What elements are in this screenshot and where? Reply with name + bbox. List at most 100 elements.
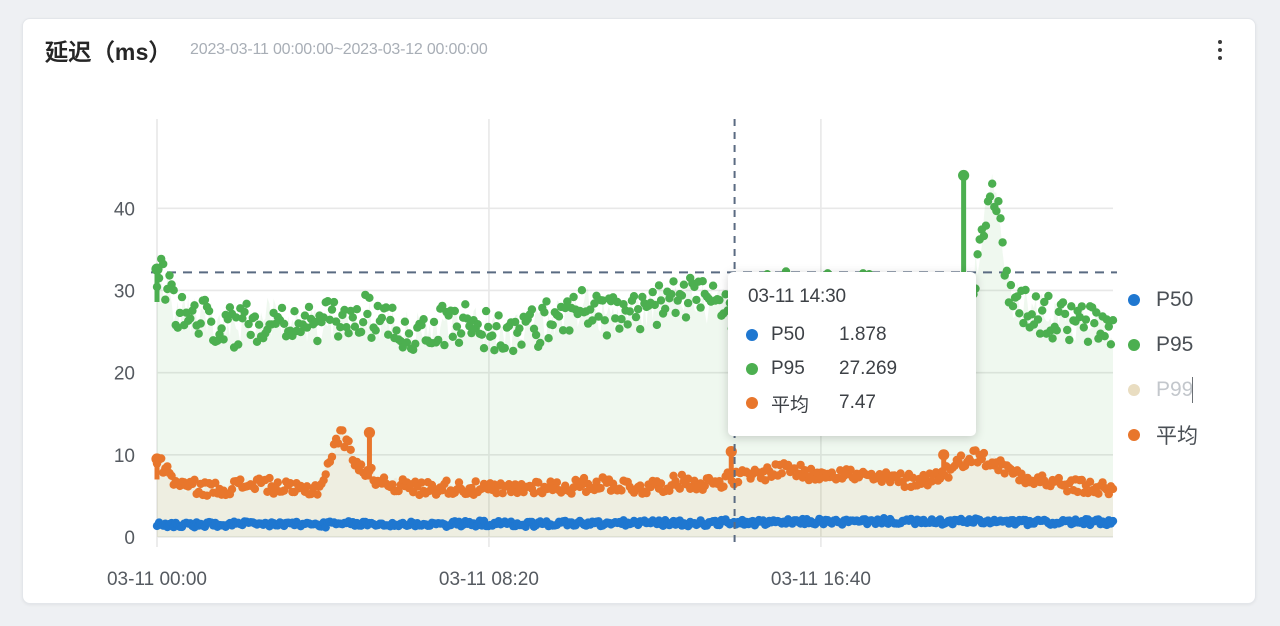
data-point [313,490,322,499]
data-point [334,439,343,448]
data-point [175,308,185,318]
data-point [988,179,997,188]
data-point [211,478,220,487]
data-point [1006,280,1016,290]
data-point [631,312,641,322]
data-point [677,470,687,480]
data-point [1094,489,1103,498]
legend-item-P50[interactable]: P50 [1128,277,1248,322]
data-point [967,457,976,467]
data-point [236,475,245,484]
data-point [652,320,662,330]
tooltip-time: 03-11 14:30 [748,286,846,307]
data-point [598,296,607,305]
data-point [1077,302,1087,311]
data-point [981,221,991,230]
data-point [579,473,589,483]
data-point [388,303,397,312]
data-point [254,320,264,329]
data-point [1100,332,1109,341]
data-point [696,303,705,312]
data-point [411,339,420,348]
legend-dot-icon [1128,383,1140,396]
data-point [554,312,564,321]
data-point [683,298,693,308]
data-point [1033,315,1043,324]
data-point [392,326,401,335]
data-point [650,300,659,310]
data-point [544,334,553,343]
text-caret [1192,377,1193,403]
data-point [675,484,684,493]
data-point [467,483,476,493]
data-point [656,296,666,305]
data-point [815,475,824,484]
data-point [225,303,235,312]
data-point [527,305,537,314]
data-point [344,329,353,338]
data-point [346,445,355,454]
data-point [327,452,337,462]
data-point [654,281,664,290]
data-point [1000,469,1009,478]
y-axis-tick-label: 40 [114,199,135,220]
data-point [238,314,247,323]
data-point [569,483,578,492]
card-header: 延迟（ms） 2023-03-11 00:00:00~2023-03-12 00… [23,19,1255,81]
data-point [386,315,395,325]
data-point [885,477,895,487]
data-point [602,331,612,340]
data-point [438,301,447,311]
data-point [1108,484,1118,494]
data-point [1104,322,1114,331]
data-point [323,297,332,306]
data-point [1065,335,1074,345]
data-point [642,488,651,498]
legend-item-平均[interactable]: 平均 [1128,412,1248,457]
data-point [186,314,195,323]
data-point [500,343,509,353]
tooltip-series-name: 平均 [771,394,810,416]
data-point [273,478,282,487]
series-P95 [151,169,1118,356]
data-point [296,327,305,337]
data-point [1067,302,1076,311]
data-point [463,314,472,323]
data-point [311,317,320,327]
chart-svg[interactable]: 0 10 20 30 40 03-11 00:00 03-11 08:20 03-11 16:… [23,81,1255,603]
data-point [1102,315,1112,324]
data-point [227,485,237,494]
legend-item-P95[interactable]: P95 [1128,322,1248,367]
plot-area[interactable]: 0 10 20 30 40 03-11 00:00 03-11 08:20 03-11 16:… [23,81,1255,603]
data-point [542,297,551,306]
data-point [388,480,397,489]
area-fill-avg [157,430,1113,537]
tooltip-series-value: 27.269 [839,358,898,379]
data-point [979,448,989,458]
data-point [994,197,1003,206]
legend-label: P99 [1156,377,1194,401]
data-point [615,324,624,333]
legend-dot-icon [1128,338,1140,351]
data-point [329,297,339,307]
series-P50 [152,514,1118,532]
data-point [558,326,568,335]
data-point [629,292,639,301]
data-point [619,300,628,309]
data-point [484,322,493,332]
data-point [304,302,314,312]
y-axis-tick-label: 30 [114,281,135,302]
y-axis-tick-label: 10 [114,446,135,467]
legend-item-P99[interactable]: P99 [1128,367,1248,412]
legend-dot-icon [1128,428,1140,441]
data-point [1060,309,1070,319]
data-point [336,323,345,332]
data-point [356,460,366,469]
more-vertical-icon[interactable] [1207,35,1233,65]
series-平均 [151,426,1118,500]
data-point [381,303,391,312]
data-point [667,290,676,299]
data-point [1021,285,1030,295]
tooltip-series-name: P50 [771,324,805,345]
